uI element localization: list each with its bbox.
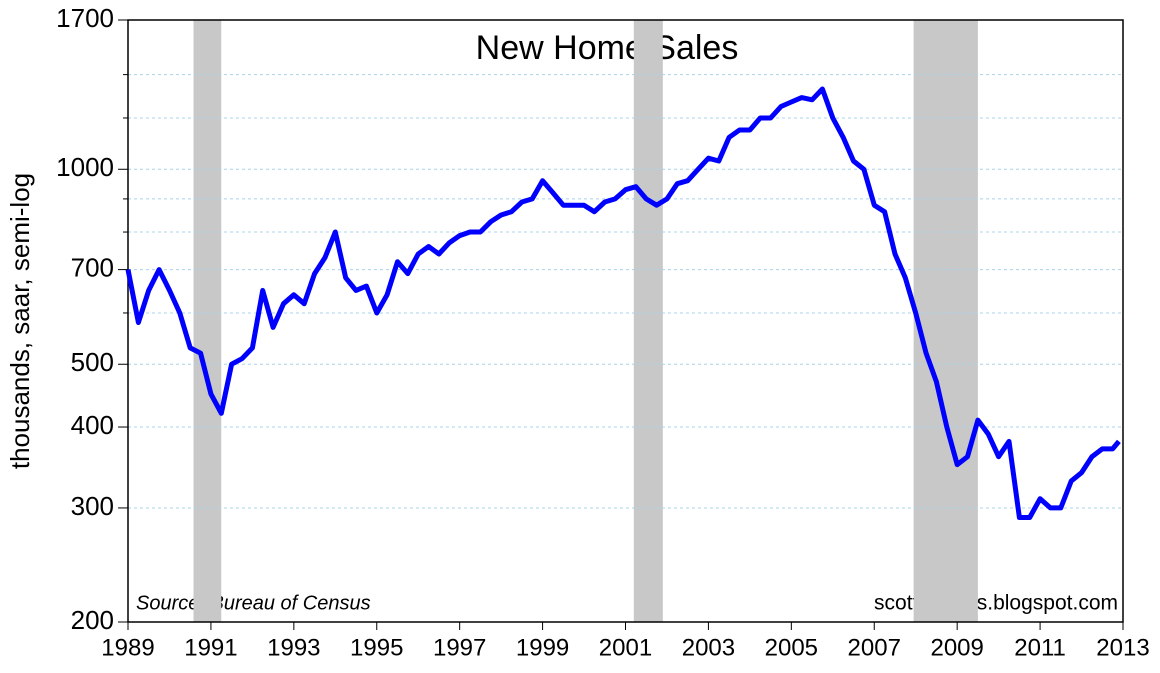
- x-tick-label: 2005: [765, 634, 818, 661]
- chart-title: New Home Sales: [476, 29, 739, 67]
- y-tick-label: 300: [71, 491, 114, 521]
- x-tick-label: 1997: [433, 634, 486, 661]
- y-tick-label: 200: [71, 605, 114, 635]
- x-tick-label: 2013: [1096, 634, 1149, 661]
- x-tick-label: 1995: [350, 634, 403, 661]
- recession-band: [633, 20, 663, 622]
- source-note: Source: Bureau of Census: [136, 592, 371, 614]
- x-tick-label: 2009: [930, 634, 983, 661]
- y-tick-label: 1000: [56, 152, 114, 182]
- y-tick-label: 1700: [56, 3, 114, 33]
- credit-note: scottgrannis.blogspot.com: [874, 592, 1118, 615]
- recession-band: [193, 20, 222, 622]
- y-tick-label: 500: [71, 347, 114, 377]
- sales-line: [125, 86, 1121, 520]
- x-tick-label: 1999: [516, 634, 569, 661]
- x-tick-label: 1993: [267, 634, 320, 661]
- x-tick-label: 1989: [101, 634, 154, 661]
- y-tick-label: 400: [71, 410, 114, 440]
- x-tick-label: 2007: [848, 634, 901, 661]
- x-tick-label: 1991: [184, 634, 237, 661]
- y-axis-label: thousands, saar, semi-log: [5, 173, 35, 469]
- x-tick-label: 2001: [599, 634, 652, 661]
- x-tick-label: 2003: [682, 634, 735, 661]
- y-tick-label: 700: [71, 252, 114, 282]
- recession-band: [913, 20, 978, 622]
- plot-frame: [127, 19, 1124, 623]
- x-tick-label: 2011: [1014, 634, 1066, 661]
